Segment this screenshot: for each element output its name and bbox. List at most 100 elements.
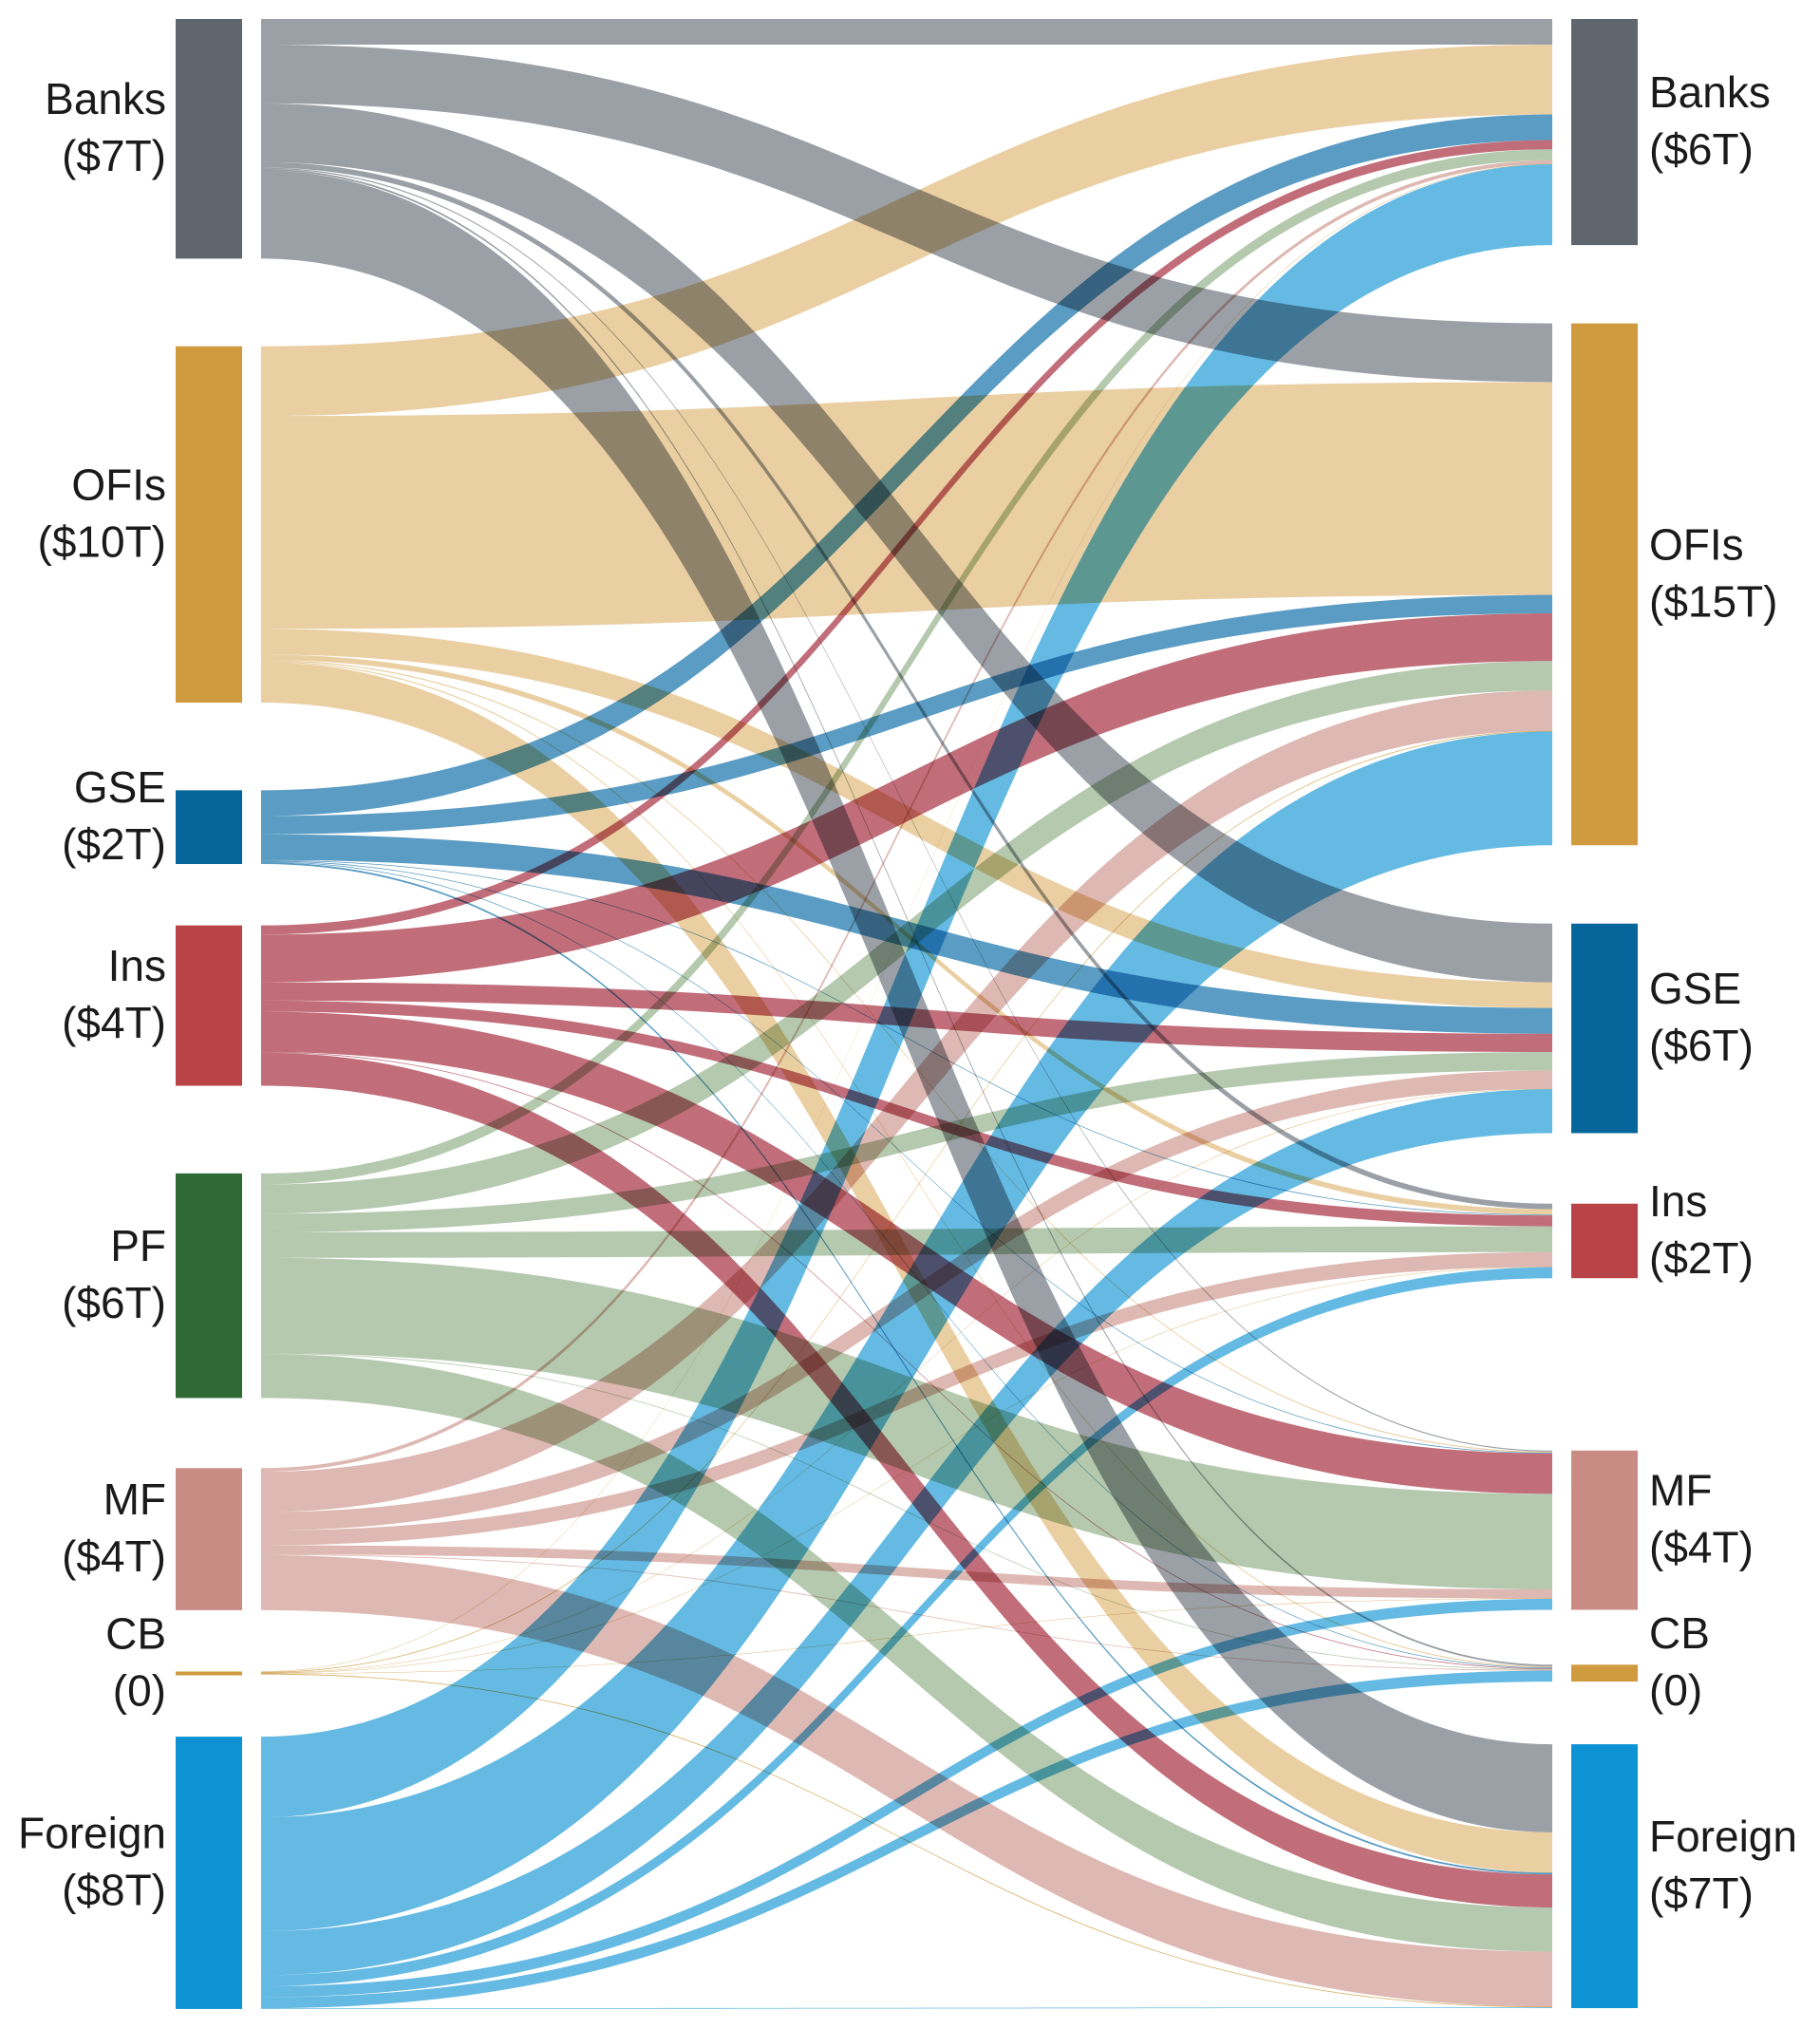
flow-mf-to-ins [261,1251,1552,1546]
flow-ofis-to-mf [261,660,1552,1454]
source-pf-label-value: ($6T) [62,1278,166,1327]
flow-foreign-to-cb [261,1670,1552,2009]
flow-pf-to-banks [261,149,1552,1185]
flow-ins-to-foreign [261,1052,1552,1908]
flow-banks-to-banks [261,19,1552,46]
target-node-banks [1571,19,1638,246]
target-ofis-label-value: ($15T) [1649,576,1777,626]
flow-foreign-to-banks [261,164,1552,1818]
flow-foreign-to-ins [261,1267,1552,1986]
target-mf-label-value: ($4T) [1649,1523,1754,1572]
source-banks-label-value: ($7T) [62,131,166,180]
flow-gse-to-ofis [261,594,1552,835]
flow-ofis-to-ofis [261,382,1552,629]
source-foreign-label-value: ($8T) [62,1866,166,1915]
target-foreign-label-value: ($7T) [1649,1869,1754,1918]
target-node-gse [1571,923,1638,1134]
target-foreign-label: Foreign ($7T) [1649,1812,1797,1918]
source-node-column [176,19,242,2009]
flow-mf-to-foreign [261,1554,1552,2007]
source-ins-label-name: Ins [108,941,166,990]
flow-pf-to-mf [261,1257,1552,1589]
flow-cb-to-mf [261,1598,1552,1674]
source-banks-label-name: Banks [45,74,166,123]
target-cb-label-name: CB [1649,1608,1710,1658]
flow-foreign-to-ofis [261,731,1552,1931]
flow-gse-to-mf [261,860,1552,1454]
source-gse-label: GSE ($2T) [62,762,166,869]
source-node-mf [176,1468,242,1610]
source-ofis-label-name: OFIs [71,460,166,509]
target-gse-label-name: GSE [1649,964,1741,1013]
source-pf-label-name: PF [110,1221,166,1270]
target-gse-label: GSE ($6T) [1649,964,1754,1070]
target-node-cb [1571,1664,1638,1682]
target-banks-label: Banks ($6T) [1649,67,1771,174]
source-node-foreign [176,1737,242,2009]
flow-mf-to-mf [261,1545,1552,1599]
flow-pf-to-foreign [261,1354,1552,1952]
target-ins-label: Ins ($2T) [1649,1176,1754,1283]
target-banks-label-name: Banks [1649,67,1771,117]
target-node-column [1571,19,1638,2008]
source-pf-label: PF ($6T) [62,1221,166,1327]
target-ofis-label-name: OFIs [1649,519,1744,569]
label-layer: Banks ($7T) OFIs ($10T) GSE ($2T) Ins ($4T) PF ($… [18,67,1797,1918]
target-ins-label-name: Ins [1649,1176,1707,1226]
source-ofis-label: OFIs ($10T) [38,460,166,566]
flow-ofis-to-banks [261,45,1552,417]
flow-foreign-to-foreign [261,2007,1552,2009]
flow-ins-to-ofis [261,612,1552,983]
flow-banks-to-ins [261,161,1552,1210]
flow-banks-to-cb [261,168,1552,1667]
target-cb-label-value: (0) [1649,1665,1702,1715]
target-node-foreign [1571,1744,1638,2008]
source-node-banks [176,19,242,259]
flow-cb-to-banks [261,163,1552,1672]
flow-cb-to-ins [261,1267,1552,1674]
source-node-pf [176,1173,242,1399]
source-mf-label-name: MF [103,1475,166,1524]
target-mf-label-name: MF [1649,1466,1712,1515]
source-node-ofis [176,346,242,704]
target-mf-label: MF ($4T) [1649,1466,1754,1572]
source-node-cb [176,1671,242,1676]
source-node-gse [176,790,242,865]
flow-layer [261,19,1552,2009]
target-foreign-label-name: Foreign [1649,1812,1797,1861]
source-cb-label-value: (0) [113,1665,166,1715]
source-mf-label-value: ($4T) [62,1531,166,1581]
source-cb-label-name: CB [105,1608,166,1658]
flow-mf-to-cb [261,1554,1552,1671]
flow-pf-to-gse [261,1052,1552,1232]
target-ofis-label: OFIs ($15T) [1649,519,1777,626]
flow-foreign-to-mf [261,1598,1552,1998]
source-foreign-label: Foreign ($8T) [18,1809,166,1915]
flow-mf-to-banks [261,160,1552,1473]
source-gse-label-value: ($2T) [62,819,166,869]
source-ins-label-value: ($4T) [62,998,166,1047]
target-node-ofis [1571,323,1638,846]
target-cb-label: CB (0) [1649,1608,1710,1715]
flow-gse-to-banks [261,114,1552,817]
target-node-mf [1571,1450,1638,1610]
flow-pf-to-ofis [261,661,1552,1214]
flow-gse-to-ins [261,859,1552,1216]
source-ins-label: Ins ($4T) [62,941,166,1047]
source-ofis-label-value: ($10T) [38,517,166,566]
target-ins-label-value: ($2T) [1649,1233,1754,1283]
flow-mf-to-ofis [261,690,1552,1512]
flow-cb-to-ofis [261,730,1552,1673]
source-banks-label: Banks ($7T) [45,74,166,180]
flow-foreign-to-gse [261,1089,1552,1976]
source-node-ins [176,925,242,1086]
flow-ins-to-banks [261,140,1552,935]
target-banks-label-value: ($6T) [1649,124,1754,174]
flow-ofis-to-cb [261,661,1552,1668]
source-foreign-label-name: Foreign [18,1809,166,1858]
source-cb-label: CB (0) [105,1608,166,1715]
flow-pf-to-ins [261,1226,1552,1258]
source-mf-label: MF ($4T) [62,1475,166,1581]
target-node-ins [1571,1203,1638,1279]
